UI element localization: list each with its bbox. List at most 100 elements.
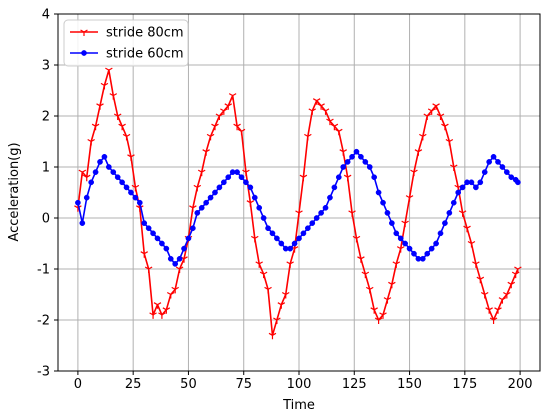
data-point <box>321 108 330 115</box>
data-point <box>507 281 516 289</box>
data-point <box>131 184 140 192</box>
data-point <box>220 179 227 186</box>
data-point <box>304 133 312 141</box>
data-point <box>370 307 378 314</box>
legend-entry: stride 60cm <box>70 47 184 62</box>
data-point <box>234 169 240 175</box>
data-point <box>330 123 339 131</box>
data-point <box>166 291 175 299</box>
legend-entry: stride 80cm <box>70 26 184 41</box>
data-point <box>97 159 103 165</box>
data-point <box>389 220 395 226</box>
data-point <box>162 307 171 314</box>
data-point <box>498 297 507 304</box>
data-point <box>441 123 449 131</box>
data-point <box>384 210 391 216</box>
data-point <box>216 184 223 191</box>
data-point <box>273 317 281 324</box>
data-point <box>269 230 276 237</box>
data-point <box>335 128 343 136</box>
data-point <box>327 194 333 201</box>
data-point <box>190 225 196 232</box>
data-point <box>243 179 249 186</box>
data-point <box>91 123 100 131</box>
legend-entries: stride 80cm stride 60cm <box>70 26 184 62</box>
data-point <box>150 230 156 237</box>
data-point <box>220 108 228 115</box>
y-tick-label: -3 <box>37 365 50 380</box>
data-point <box>171 286 179 294</box>
data-point <box>255 261 263 268</box>
data-point <box>499 164 506 170</box>
data-point <box>392 261 401 268</box>
data-point <box>515 179 521 186</box>
data-point <box>281 291 290 299</box>
data-point <box>335 174 342 181</box>
legend-marker <box>80 29 88 36</box>
data-point <box>419 255 426 262</box>
data-point <box>312 98 321 105</box>
data-point <box>508 174 515 181</box>
data-point <box>490 153 497 160</box>
data-point <box>96 103 104 110</box>
data-point <box>445 138 454 146</box>
data-point <box>495 159 501 165</box>
y-tick-label: -2 <box>37 314 50 329</box>
legend-label: stride 60cm <box>106 47 184 62</box>
data-point <box>468 179 475 186</box>
x-tick-label: 200 <box>508 377 533 392</box>
data-point <box>128 189 134 196</box>
data-point <box>442 220 448 226</box>
data-point <box>296 235 302 242</box>
data-point <box>109 93 118 100</box>
data-point <box>154 235 161 242</box>
data-point <box>132 194 139 201</box>
data-point <box>277 302 286 309</box>
data-point <box>291 240 298 247</box>
data-point <box>278 240 285 247</box>
data-point <box>237 128 246 136</box>
data-point <box>437 230 444 237</box>
data-point <box>224 103 233 110</box>
data-point <box>141 220 148 226</box>
data-point <box>396 246 405 253</box>
series-2 <box>75 148 521 267</box>
data-point <box>259 271 268 279</box>
data-point <box>380 199 386 206</box>
data-point <box>114 174 121 181</box>
y-tick-label: -1 <box>37 263 50 278</box>
data-point <box>265 225 271 232</box>
data-point <box>405 195 414 202</box>
data-point <box>476 276 485 284</box>
data-point <box>158 312 166 319</box>
data-point <box>402 240 408 247</box>
x-tick-label: 175 <box>452 377 477 392</box>
data-point <box>375 189 382 196</box>
x-axis-title: Time <box>282 398 315 413</box>
data-point <box>100 82 109 90</box>
axis-ticks: 0 25 50 75 100 125 150 175 200 -3 -2 -1 0 1 2 3 4 <box>37 8 532 393</box>
data-point <box>472 261 480 268</box>
data-point <box>105 67 113 75</box>
data-point <box>463 225 471 233</box>
data-point <box>194 210 201 216</box>
data-point <box>353 148 360 155</box>
data-point <box>88 179 95 186</box>
data-point <box>79 220 86 226</box>
data-point <box>480 291 489 299</box>
data-point <box>477 179 484 186</box>
data-point <box>366 164 373 170</box>
data-point <box>185 235 192 242</box>
series-layer <box>74 67 522 340</box>
y-tick-label: 0 <box>42 212 50 227</box>
data-point <box>136 199 143 206</box>
x-tick-label: 0 <box>74 377 82 392</box>
data-point <box>295 210 303 217</box>
data-point <box>87 138 95 146</box>
data-point <box>401 220 409 228</box>
data-point <box>308 108 317 115</box>
x-tick-label: 50 <box>180 377 197 392</box>
data-point <box>406 245 413 252</box>
data-point <box>379 312 387 319</box>
